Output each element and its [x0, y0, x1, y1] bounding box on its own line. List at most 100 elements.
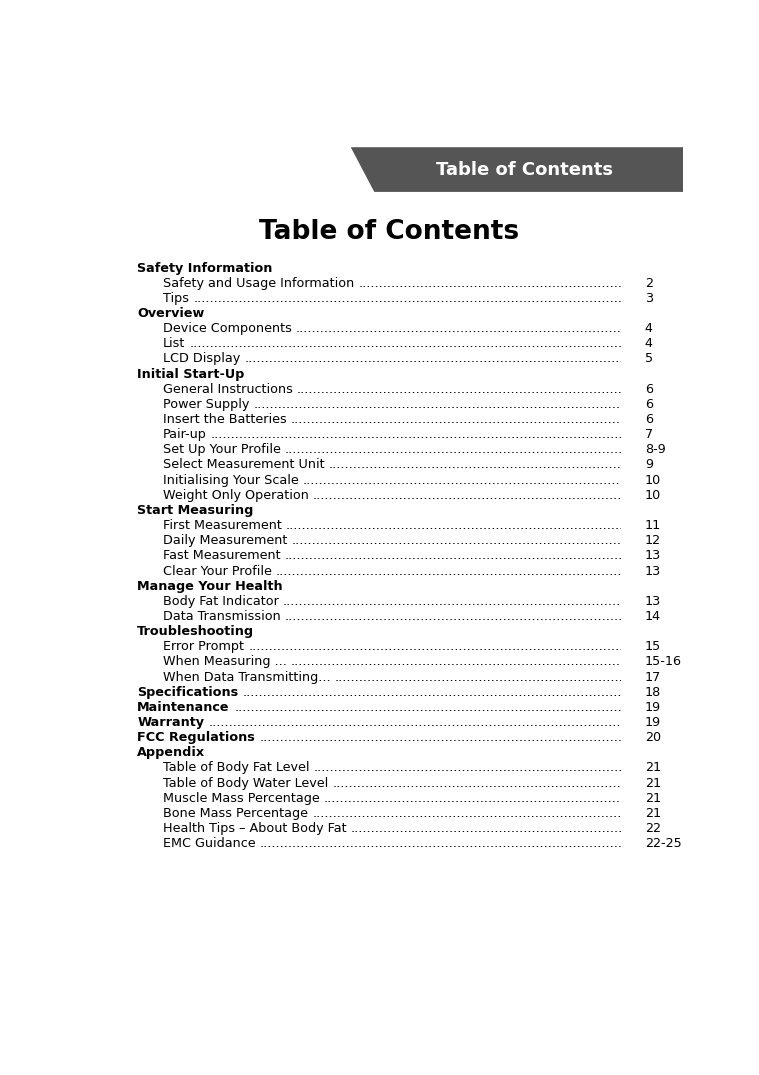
- Text: 15: 15: [645, 641, 661, 654]
- Text: ................................................................................: ........................................…: [244, 353, 739, 366]
- Text: When Data Transmitting...: When Data Transmitting...: [162, 671, 330, 684]
- Text: Safety Information: Safety Information: [137, 261, 272, 274]
- Text: Specifications: Specifications: [137, 686, 238, 699]
- Text: 13: 13: [645, 549, 661, 562]
- Text: Start Measuring: Start Measuring: [137, 504, 254, 517]
- Text: FCC Regulations: FCC Regulations: [137, 731, 255, 744]
- Text: 10: 10: [645, 489, 661, 502]
- Text: ................................................................................: ........................................…: [285, 610, 759, 622]
- Text: ................................................................................: ........................................…: [296, 322, 759, 335]
- Text: ................................................................................: ........................................…: [211, 428, 706, 441]
- Text: Troubleshooting: Troubleshooting: [137, 625, 254, 639]
- Text: Daily Measurement: Daily Measurement: [162, 534, 287, 547]
- Text: 11: 11: [645, 519, 661, 532]
- Text: 19: 19: [645, 716, 661, 729]
- Text: Tips: Tips: [162, 291, 188, 305]
- Text: 14: 14: [645, 610, 661, 622]
- Text: 10: 10: [645, 489, 661, 502]
- Text: ................................................................................: ........................................…: [283, 594, 759, 607]
- Text: ................................................................................: ........................................…: [303, 474, 759, 487]
- Text: 6: 6: [645, 413, 653, 426]
- Text: ................................................................................: ........................................…: [297, 383, 759, 396]
- Text: Power Supply: Power Supply: [162, 398, 249, 411]
- Text: Data Transmission: Data Transmission: [162, 610, 280, 622]
- Text: 13: 13: [645, 564, 661, 577]
- Polygon shape: [622, 129, 683, 957]
- Text: 22: 22: [645, 822, 661, 835]
- Text: 8-9: 8-9: [645, 443, 666, 456]
- Text: General Instructions: General Instructions: [162, 383, 292, 396]
- Text: 6: 6: [645, 398, 653, 411]
- Text: ................................................................................: ........................................…: [194, 291, 688, 305]
- Text: ................................................................................: ........................................…: [235, 701, 729, 714]
- Text: ................................................................................: ........................................…: [254, 398, 748, 411]
- Text: ................................................................................: ........................................…: [324, 791, 759, 805]
- Text: Device Components: Device Components: [162, 322, 291, 335]
- Text: 3: 3: [645, 291, 653, 305]
- Text: 13: 13: [645, 594, 661, 607]
- Text: 22: 22: [645, 822, 661, 835]
- Text: 7: 7: [645, 428, 653, 441]
- Text: Fast Measurement: Fast Measurement: [162, 549, 280, 562]
- Text: ................................................................................: ........................................…: [313, 761, 759, 774]
- Text: ................................................................................: ........................................…: [335, 671, 759, 684]
- Text: When Measuring ...: When Measuring ...: [162, 656, 286, 669]
- Text: 15-16: 15-16: [645, 656, 682, 669]
- Text: Table of Contents: Table of Contents: [436, 160, 613, 178]
- Text: ................................................................................: ........................................…: [285, 549, 759, 562]
- Text: ................................................................................: ........................................…: [260, 837, 755, 850]
- Text: 19: 19: [645, 701, 661, 714]
- Text: 13: 13: [645, 564, 661, 577]
- Text: Manage Your Health: Manage Your Health: [137, 579, 283, 592]
- Text: 6: 6: [645, 398, 653, 411]
- Text: 6: 6: [645, 413, 653, 426]
- Text: Table of Body Fat Level: Table of Body Fat Level: [162, 761, 309, 774]
- Text: List: List: [162, 338, 185, 350]
- Text: 13: 13: [645, 549, 661, 562]
- Text: Table of Contents: Table of Contents: [259, 219, 519, 245]
- Text: 22-25: 22-25: [645, 837, 682, 850]
- Text: 21: 21: [645, 791, 661, 805]
- Text: Bone Mass Percentage: Bone Mass Percentage: [162, 807, 307, 820]
- Text: Body Fat Indicator: Body Fat Indicator: [162, 594, 279, 607]
- Text: 21: 21: [645, 761, 661, 774]
- Text: 14: 14: [645, 610, 661, 622]
- Text: ................................................................................: ........................................…: [291, 534, 759, 547]
- Text: 21: 21: [645, 776, 661, 790]
- Text: ................................................................................: ........................................…: [332, 776, 759, 790]
- Text: 7: 7: [645, 428, 653, 441]
- Text: 19: 19: [645, 716, 661, 729]
- Text: 9: 9: [645, 458, 653, 472]
- Text: ................................................................................: ........................................…: [276, 564, 759, 577]
- Text: Select Measurement Unit: Select Measurement Unit: [162, 458, 324, 472]
- Text: Weight Only Operation: Weight Only Operation: [162, 489, 308, 502]
- Text: 21: 21: [645, 776, 661, 790]
- Text: 2: 2: [645, 276, 653, 289]
- Text: ................................................................................: ........................................…: [260, 731, 754, 744]
- Text: 19: 19: [645, 701, 661, 714]
- Text: EMC Guidance: EMC Guidance: [162, 837, 255, 850]
- Text: 18: 18: [645, 686, 661, 699]
- Text: ................................................................................: ........................................…: [285, 443, 759, 456]
- Text: Table of Body Water Level: Table of Body Water Level: [162, 776, 328, 790]
- Text: ................................................................................: ........................................…: [329, 458, 759, 472]
- Text: LCD Display: LCD Display: [162, 353, 240, 366]
- Text: 20: 20: [645, 731, 661, 744]
- Text: ................................................................................: ........................................…: [243, 686, 738, 699]
- Text: 21: 21: [645, 791, 661, 805]
- Text: Pair-up: Pair-up: [162, 428, 206, 441]
- Text: 13: 13: [645, 594, 661, 607]
- Text: 10: 10: [645, 474, 661, 487]
- Text: 12: 12: [645, 534, 661, 547]
- Text: 8-9: 8-9: [645, 443, 666, 456]
- Text: Maintenance: Maintenance: [137, 701, 230, 714]
- Text: Warranty: Warranty: [137, 716, 204, 729]
- Polygon shape: [351, 147, 683, 192]
- Text: 18: 18: [645, 686, 661, 699]
- Text: ................................................................................: ........................................…: [286, 519, 759, 532]
- Text: 9: 9: [645, 458, 653, 472]
- Text: ................................................................................: ........................................…: [291, 656, 759, 669]
- Text: 2: 2: [645, 276, 653, 289]
- Text: 5: 5: [645, 353, 653, 366]
- Text: ................................................................................: ........................................…: [312, 807, 759, 820]
